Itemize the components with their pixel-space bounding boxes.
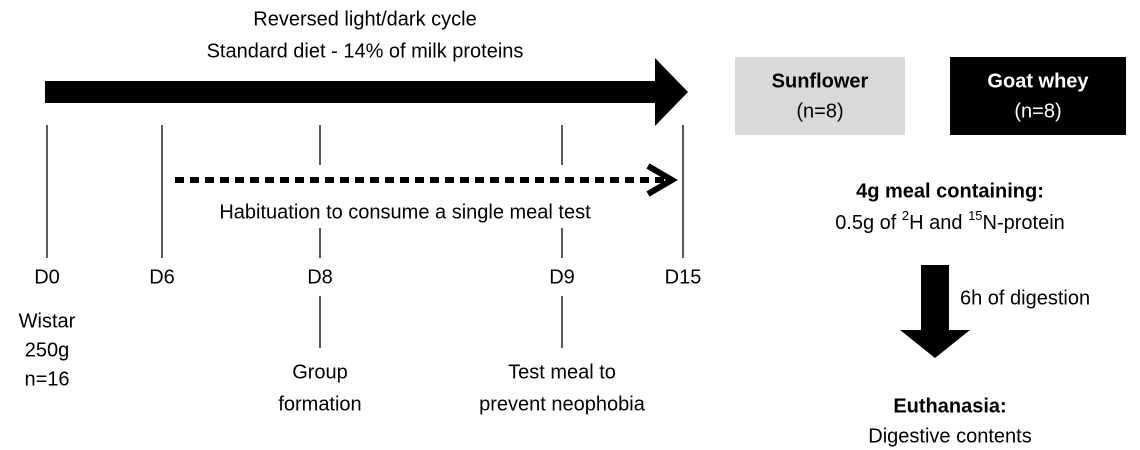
day-note: Group xyxy=(292,361,348,383)
day-note: n=16 xyxy=(24,368,69,390)
meal-title: 4g meal containing: xyxy=(856,180,1044,202)
meal-sup: 15 xyxy=(968,208,982,223)
goat-whey-box xyxy=(950,57,1126,135)
meal-text: H and xyxy=(909,212,968,234)
end-subtitle: Digestive contents xyxy=(868,425,1031,447)
day-note: prevent neophobia xyxy=(479,393,646,415)
digestion-arrow xyxy=(900,265,970,358)
day-label: D9 xyxy=(549,266,575,288)
day-note: formation xyxy=(278,393,361,415)
day-note: 250g xyxy=(25,339,70,361)
cycle-label: Reversed light/dark cycle xyxy=(253,8,476,30)
meal-text: N-protein xyxy=(983,212,1065,234)
end-title: Euthanasia: xyxy=(893,395,1006,417)
day-label: D15 xyxy=(665,266,702,288)
group-n: (n=8) xyxy=(796,100,843,122)
habituation-label: Habituation to consume a single meal tes… xyxy=(219,201,591,223)
day-label: D0 xyxy=(34,266,60,288)
digestion-label: 6h of digestion xyxy=(960,287,1090,309)
group-name: Goat whey xyxy=(987,70,1089,92)
day-note: Test meal to xyxy=(508,361,616,383)
day-label: D6 xyxy=(149,266,175,288)
dotted-arrow-head xyxy=(646,163,678,197)
day-note: Wistar xyxy=(19,310,76,332)
diet-label: Standard diet - 14% of milk proteins xyxy=(207,40,524,62)
sunflower-box xyxy=(735,57,905,135)
main-arrow xyxy=(45,58,688,126)
meal-line: 0.5g of 2H and 15N-protein xyxy=(835,208,1065,234)
group-n: (n=8) xyxy=(1014,100,1061,122)
day-label: D8 xyxy=(307,266,333,288)
meal-sup: 2 xyxy=(902,208,909,223)
meal-text: 0.5g of xyxy=(835,212,902,234)
group-name: Sunflower xyxy=(772,70,869,92)
